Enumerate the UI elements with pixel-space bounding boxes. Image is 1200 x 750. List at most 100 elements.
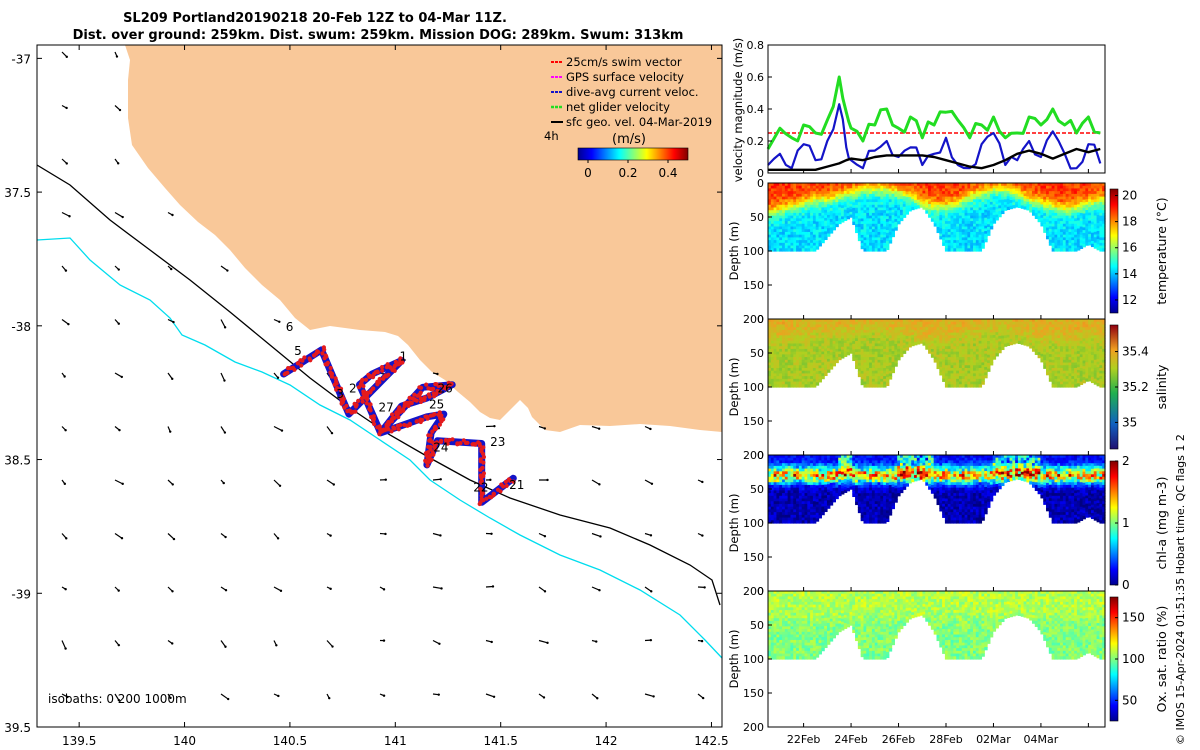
section-cell [846,188,851,192]
section-cell [846,213,851,217]
section-cell [978,196,983,200]
section-cell [773,245,778,249]
section-cell [1046,227,1050,231]
section-cell [973,221,977,225]
section-cell [838,199,842,203]
section-cell [975,193,980,198]
section-cell [829,221,834,226]
section-cell [888,204,893,209]
section-cell [928,201,932,205]
section-y-tick-label: 150 [743,279,764,292]
section-cell [942,201,946,206]
section-cell [871,237,876,241]
section-cell [992,209,997,213]
section-cell [1043,226,1047,231]
section-cell [978,215,983,219]
section-cell [812,207,817,211]
section-cell [970,223,974,228]
section-cell [956,240,960,244]
section-cell [944,242,949,247]
section-cell [1082,194,1086,198]
section-cell [964,231,968,236]
section-cell [829,188,834,192]
section-cell [964,202,968,206]
track-point [427,394,432,399]
section-cell [989,201,994,206]
section-cell [981,242,985,247]
section-cell [782,185,786,190]
geo-arrow [432,532,441,537]
section-cell [1099,215,1103,219]
section-cell [894,185,898,190]
section-cell [1034,204,1039,209]
geo-arrow-head [224,645,227,648]
section-cell [787,231,792,236]
track-point [386,372,391,377]
section-cell [995,185,999,189]
section-cell [1096,201,1100,205]
section-cell [933,204,938,208]
geo-arrow-head [650,482,654,485]
section-cell [1099,248,1103,252]
section-cell [787,240,792,244]
section-cell [1102,193,1106,198]
section-cell [770,245,775,249]
section-cell [798,237,803,241]
section-cell [922,188,926,192]
section-cell [869,240,873,244]
section-cell [1099,199,1103,203]
section-cell [826,233,831,237]
section-cell [1048,199,1053,203]
section-cell [922,183,926,187]
section-cell [874,212,879,217]
section-cell [1090,210,1095,214]
geo-arrow-head [117,322,120,325]
section-cell [818,196,822,200]
section-cell [801,202,806,206]
geo-arrow [114,693,120,701]
section-cell [877,185,881,190]
section-cell [810,207,814,211]
section-cell [1093,210,1098,214]
section-cell [953,221,957,225]
geo-arrow-head [330,431,334,435]
section-cell [970,191,974,195]
section-cell [835,212,839,217]
section-cell [958,196,963,200]
section-cell [852,213,856,217]
section-cell [885,235,890,239]
section-cell [796,229,800,233]
section-cell [1003,185,1008,190]
track-point [412,392,417,397]
section-cell [869,199,873,203]
section-cell [815,246,820,250]
section-cell [857,232,862,236]
section-cell [1043,207,1047,211]
section-cell [784,191,789,195]
section-cell [928,196,932,200]
section-cell [981,245,985,249]
track-point [461,438,466,443]
section-cell [782,196,786,200]
section-cell [964,183,968,187]
section-cell [975,215,980,219]
section-cell [812,221,817,225]
section-cell [787,212,792,217]
section-cell [1043,183,1047,187]
section-cell [871,207,876,211]
section-cell [888,183,893,187]
section-cell [958,221,963,225]
track-point [425,416,430,421]
section-cell [821,210,825,214]
section-cell [1071,204,1075,209]
section-cell [793,207,797,211]
section-cell [888,376,893,380]
section-cell [1074,207,1078,211]
section-cell [860,215,865,220]
section-cell [1076,199,1081,203]
track-point [504,483,509,488]
section-cell [894,207,898,212]
section-cell [798,207,803,211]
section-cell [1034,199,1039,203]
section-cell [967,202,971,206]
